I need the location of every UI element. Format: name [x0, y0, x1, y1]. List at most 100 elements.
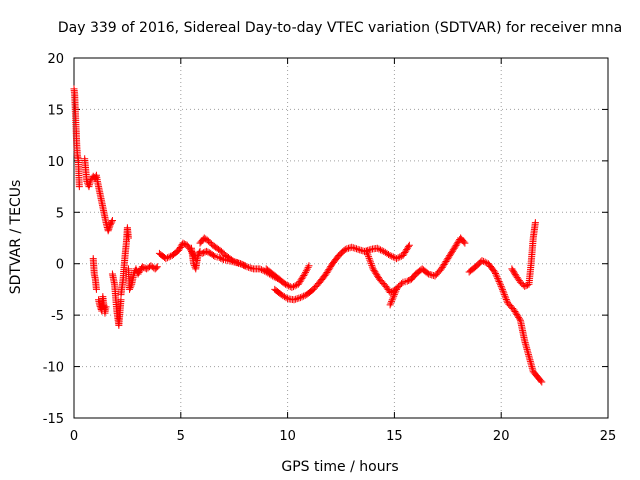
data-point — [210, 251, 218, 259]
data-point — [391, 289, 399, 297]
data-point — [163, 254, 171, 262]
data-point — [241, 262, 249, 270]
data-point — [373, 271, 381, 279]
data-point — [298, 274, 306, 282]
data-point — [393, 255, 401, 263]
data-point — [531, 219, 539, 227]
data-point — [385, 250, 393, 258]
data-point — [349, 244, 357, 252]
data-point — [288, 283, 296, 291]
data-point — [106, 222, 114, 230]
data-point — [365, 254, 373, 262]
x-axis-label: GPS time / hours — [281, 459, 398, 475]
data-point — [92, 285, 100, 293]
series-arc-7 — [508, 219, 539, 290]
data-point — [248, 264, 256, 272]
data-point — [322, 270, 330, 278]
y-tick-label: -15 — [43, 412, 64, 427]
data-point — [343, 245, 351, 253]
y-tick-label: -5 — [51, 309, 64, 324]
data-point — [357, 246, 365, 254]
data-point — [300, 292, 308, 300]
data-point — [352, 245, 360, 253]
data-point — [290, 296, 298, 304]
data-point — [175, 246, 183, 254]
series-arc-5b — [386, 285, 401, 309]
data-point — [324, 267, 332, 275]
data-point — [351, 244, 359, 252]
ticks: 0 5 10 15 20 25 -15 -10 -5 0 5 10 15 20 — [43, 52, 617, 444]
data-point — [401, 249, 409, 257]
data-point — [490, 267, 498, 275]
data-point — [354, 245, 362, 253]
data-point — [283, 281, 291, 289]
data-point — [153, 263, 161, 271]
data-point — [256, 265, 264, 273]
data-point — [348, 243, 356, 251]
data-point — [298, 293, 306, 301]
data-point — [400, 250, 408, 258]
data-point — [365, 253, 373, 261]
chart-title: Day 339 of 2016, Sidereal Day-to-day VTE… — [58, 20, 622, 36]
data-point — [176, 243, 184, 251]
data-point — [85, 183, 93, 191]
data-point — [510, 268, 518, 276]
data-point — [500, 291, 508, 299]
data-point — [454, 238, 462, 246]
data-point — [302, 267, 310, 275]
data-point — [132, 265, 140, 273]
grid — [74, 58, 608, 418]
data-point — [370, 266, 378, 274]
data-point — [325, 266, 333, 274]
data-point — [363, 249, 371, 257]
data-point — [259, 266, 267, 274]
data-point — [499, 287, 507, 295]
y-tick-label: 15 — [47, 103, 64, 118]
data-point — [423, 269, 431, 277]
data-point — [136, 267, 144, 275]
x-tick-label: 20 — [493, 429, 510, 444]
data-point — [389, 294, 397, 302]
x-tick-label: 0 — [70, 429, 78, 444]
data-point — [404, 243, 412, 251]
data-point — [104, 227, 112, 235]
data-point — [304, 263, 312, 271]
data-point — [497, 282, 505, 290]
data-point — [394, 254, 402, 262]
data-point — [513, 310, 521, 318]
series-dip-d — [117, 224, 132, 299]
data-point — [135, 269, 143, 277]
data-point — [426, 271, 434, 279]
data-point — [494, 274, 502, 282]
data-point — [429, 272, 437, 280]
data-point — [305, 262, 313, 270]
data-point — [496, 279, 504, 287]
data-point — [108, 218, 116, 226]
data-point — [393, 285, 401, 293]
data-point — [448, 247, 456, 255]
data-point — [134, 270, 142, 278]
data-point — [449, 246, 457, 254]
data-point — [85, 181, 93, 189]
x-tick-label: 25 — [600, 429, 617, 444]
series-dip-b — [95, 293, 110, 317]
data-point — [373, 244, 381, 252]
data-point — [390, 292, 398, 300]
data-point — [494, 276, 502, 284]
data-point — [374, 272, 382, 280]
series-dip-e — [124, 262, 161, 293]
data-point — [425, 270, 433, 278]
data-point — [480, 257, 488, 265]
data-point — [498, 286, 506, 294]
data-point — [387, 299, 395, 307]
data-point — [388, 296, 396, 304]
data-point — [501, 292, 509, 300]
data-point — [437, 265, 445, 273]
data-point — [478, 257, 486, 265]
data-point — [508, 265, 516, 273]
data-point — [368, 263, 376, 271]
data-point — [127, 282, 135, 290]
y-axis-label: SDTVAR / TECUs — [8, 180, 24, 295]
data-point — [516, 315, 524, 323]
